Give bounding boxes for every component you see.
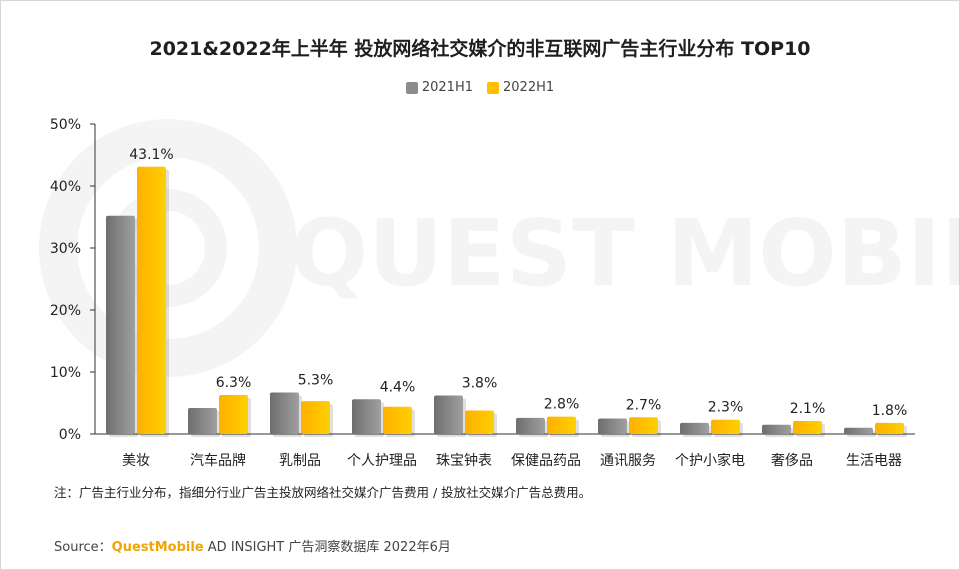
data-label-2022h1: 3.8% — [462, 376, 498, 392]
x-category-label: 个人护理品 — [347, 453, 417, 469]
y-tick-label: 10% — [50, 365, 81, 381]
bar-2022h1 — [465, 410, 494, 434]
bar-2021h1 — [844, 427, 873, 434]
bar-2022h1 — [137, 166, 166, 434]
y-tick-label: 50% — [50, 117, 81, 133]
x-category-label: 保健品药品 — [511, 453, 581, 469]
bar-2021h1 — [516, 417, 545, 434]
bar-2021h1 — [188, 407, 217, 434]
data-label-2022h1: 6.3% — [216, 375, 252, 391]
y-tick-label: 40% — [50, 179, 81, 195]
x-category-label: 奢侈品 — [771, 453, 813, 469]
bar-2022h1 — [383, 406, 412, 434]
data-label-2022h1: 2.8% — [544, 397, 580, 413]
source-line: Source：QuestMobile AD INSIGHT 广告洞察数据库 20… — [54, 536, 451, 555]
data-label-2022h1: 2.1% — [790, 401, 826, 417]
legend: 2021H1 2022H1 — [0, 80, 960, 95]
data-label-2022h1: 1.8% — [872, 403, 908, 419]
legend-swatch-2021h1 — [405, 81, 418, 94]
legend-label-2021h1: 2021H1 — [421, 80, 473, 95]
y-tick-label: 30% — [50, 241, 81, 257]
bar-2021h1 — [106, 215, 135, 434]
bar-2022h1 — [711, 419, 740, 434]
source-rest: AD INSIGHT 广告洞察数据库 2022年6月 — [207, 540, 451, 555]
watermark: QUEST MOBILE — [39, 119, 960, 377]
bar-2022h1 — [219, 394, 248, 434]
data-label-2022h1: 4.4% — [380, 379, 416, 395]
legend-swatch-2022h1 — [487, 81, 499, 94]
data-label-2022h1: 43.1% — [129, 147, 173, 163]
watermark-text: QUEST MOBILE — [290, 200, 960, 307]
x-category-label: 乳制品 — [279, 453, 321, 469]
legend-item-2021h1: 2021H1 — [405, 80, 473, 95]
x-category-label: 珠宝钟表 — [436, 452, 492, 469]
x-category-label: 生活电器 — [846, 453, 902, 469]
bar-2021h1 — [680, 422, 709, 434]
y-tick-label: 20% — [50, 303, 81, 319]
bar-2021h1 — [352, 399, 381, 434]
data-label-2022h1: 2.7% — [626, 397, 662, 413]
source-brand: QuestMobile — [111, 540, 204, 555]
bar-2022h1 — [301, 401, 330, 434]
x-category-label: 汽车品牌 — [190, 452, 246, 469]
bar-2022h1 — [629, 417, 658, 434]
bar-2021h1 — [598, 418, 627, 434]
data-label-2022h1: 5.3% — [298, 372, 334, 388]
x-category-label: 个护小家电 — [675, 452, 745, 469]
legend-item-2022h1: 2022H1 — [487, 80, 554, 95]
bar-2021h1 — [762, 424, 791, 434]
bar-2021h1 — [270, 392, 299, 434]
data-label-2022h1: 2.3% — [708, 400, 744, 416]
source-prefix: Source： — [54, 540, 112, 555]
bar-2022h1 — [547, 416, 576, 434]
x-category-label: 美妆 — [122, 453, 150, 469]
bar-2022h1 — [875, 422, 904, 434]
legend-label-2022h1: 2022H1 — [503, 80, 555, 95]
bar-2022h1 — [793, 420, 822, 434]
y-tick-label: 0% — [59, 427, 81, 443]
x-category-label: 通讯服务 — [600, 453, 656, 469]
chart-title: 2021&2022年上半年 投放网络社交媒介的非互联网广告主行业分布 TOP10 — [149, 38, 811, 60]
chart-note: 注：广告主行业分布，指细分行业广告主投放网络社交媒介广告费用 / 投放社交媒介广… — [54, 485, 592, 500]
watermark-logo-ring — [39, 119, 297, 377]
bar-2021h1 — [434, 395, 463, 434]
